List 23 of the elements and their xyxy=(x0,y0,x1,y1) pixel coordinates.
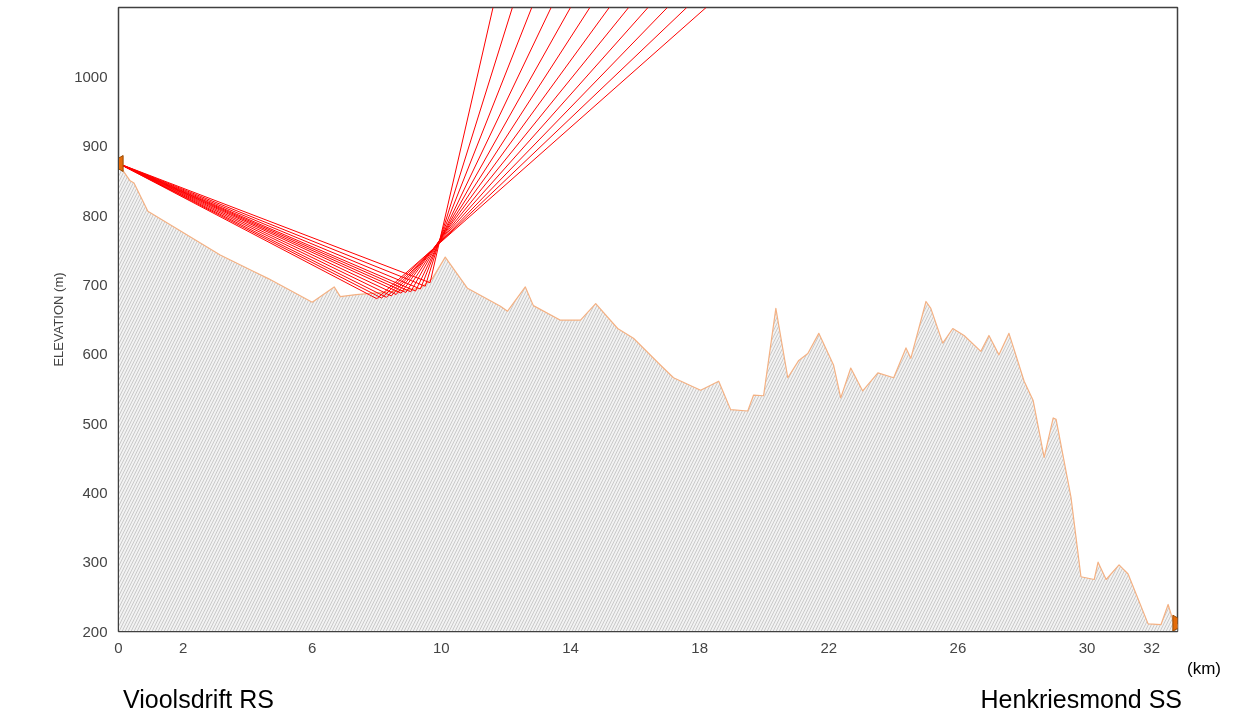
x-tick-label: 2 xyxy=(178,638,188,656)
y-tick-label: 700 xyxy=(82,275,108,293)
y-tick-label: 200 xyxy=(82,622,108,640)
x-tick-label: 14 xyxy=(562,638,579,656)
x-axis-title: (km) xyxy=(1187,658,1221,680)
y-tick-label: 1000 xyxy=(74,67,108,85)
x-tick-label: 0 xyxy=(114,638,123,656)
x-tick-label: 18 xyxy=(691,638,708,656)
x-tick-label: 6 xyxy=(308,638,317,656)
y-tick-label: 600 xyxy=(82,345,108,363)
text: Vioolsdrift RS xyxy=(123,684,274,715)
x-tick-label: 30 xyxy=(1078,638,1096,656)
y-tick-label: 800 xyxy=(82,206,108,224)
x-tick-label: 26 xyxy=(949,638,967,656)
y-tick-label: 500 xyxy=(82,414,108,432)
y-tick-label: 300 xyxy=(82,553,108,571)
x-tick-label: 32 xyxy=(1143,638,1161,656)
y-tick-label: 400 xyxy=(82,483,108,501)
y-axis-title: ELEVATION (m) xyxy=(51,272,67,367)
y-tick-label: 900 xyxy=(82,137,108,155)
x-tick-label: 22 xyxy=(820,638,838,656)
x-tick-label: 10 xyxy=(433,638,450,656)
text: Henkriesmond SS xyxy=(980,684,1182,715)
